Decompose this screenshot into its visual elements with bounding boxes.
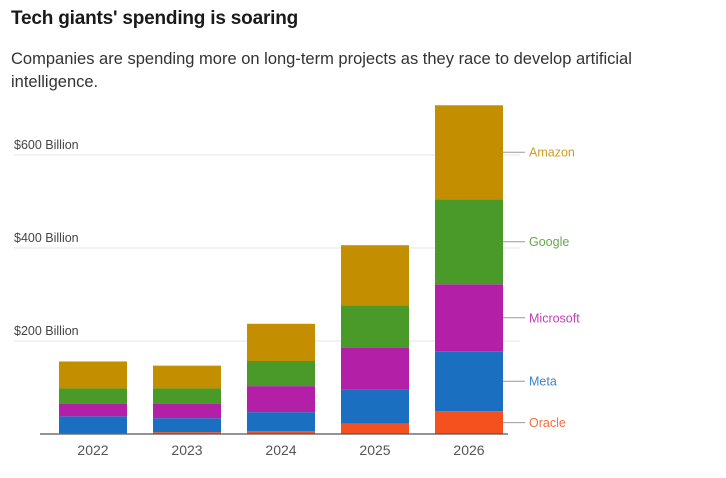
y-tick-label: $200 Billion [14, 324, 79, 338]
bar-segment-microsoft-2025 [341, 347, 409, 390]
chart-title: Tech giants' spending is soaring [11, 8, 299, 29]
bars [59, 105, 503, 434]
series-label-google: Google [529, 235, 569, 249]
x-tick-label: 2022 [77, 442, 108, 458]
series-labels: Oracle Meta Microsoft Google Amazon [503, 146, 580, 430]
x-tick-label: 2024 [265, 442, 296, 458]
x-axis-labels: 2022 2023 2024 2025 2026 [77, 442, 484, 458]
x-tick-label: 2023 [171, 442, 202, 458]
bar-segment-amazon-2025 [341, 245, 409, 306]
bar-segment-google-2023 [153, 388, 221, 404]
bar-segment-microsoft-2023 [153, 403, 221, 419]
bar-segment-microsoft-2022 [59, 403, 127, 417]
bar-segment-meta-2025 [341, 389, 409, 424]
bar-segment-google-2022 [59, 388, 127, 404]
bar-segment-microsoft-2026 [435, 284, 503, 352]
bar-segment-oracle-2025 [341, 423, 409, 434]
bar-segment-amazon-2026 [435, 105, 503, 200]
bar-segment-amazon-2022 [59, 361, 127, 389]
bar-segment-oracle-2023 [153, 432, 221, 434]
series-label-microsoft: Microsoft [529, 311, 580, 325]
series-label-oracle: Oracle [529, 416, 566, 430]
bar-segment-google-2026 [435, 199, 503, 285]
x-tick-label: 2026 [453, 442, 484, 458]
bar-segment-meta-2023 [153, 418, 221, 433]
y-tick-label: $600 Billion [14, 138, 79, 152]
bar-segment-meta-2024 [247, 412, 315, 432]
series-label-amazon: Amazon [529, 146, 575, 160]
bar-segment-amazon-2024 [247, 323, 315, 361]
bar-segment-meta-2022 [59, 416, 127, 434]
bar-segment-meta-2026 [435, 351, 503, 412]
bar-segment-google-2025 [341, 305, 409, 348]
bar-segment-oracle-2026 [435, 411, 503, 434]
y-tick-label: $400 Billion [14, 231, 79, 245]
series-label-meta: Meta [529, 375, 557, 389]
bar-segment-oracle-2024 [247, 431, 315, 434]
bar-segment-microsoft-2024 [247, 386, 315, 413]
bar-segment-amazon-2023 [153, 365, 221, 389]
x-tick-label: 2025 [359, 442, 390, 458]
chart-subtitle: Companies are spending more on long-term… [11, 50, 632, 91]
bar-segment-google-2024 [247, 360, 315, 387]
